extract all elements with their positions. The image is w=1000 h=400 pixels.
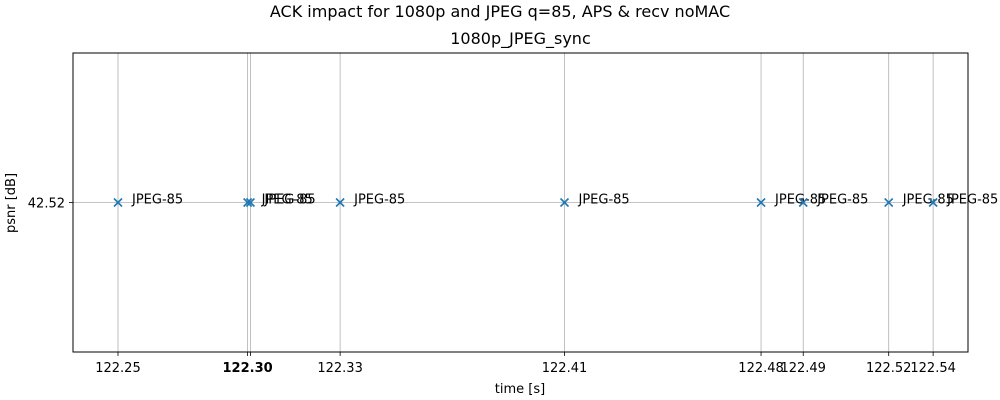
x-axis-label: time [s] — [495, 382, 545, 397]
chart-title: 1080p_JPEG_sync — [450, 29, 591, 48]
data-point-marker — [335, 197, 345, 208]
data-point-marker — [113, 197, 123, 208]
x-tick-label: 122.30 — [223, 361, 273, 376]
x-tick-label: 122.33 — [317, 361, 363, 376]
point-annotation: JPEG-85 — [816, 193, 868, 208]
point-annotation: JPEG-85 — [263, 193, 315, 208]
x-tick-label: 122.52 — [866, 361, 912, 376]
point-annotation: JPEG-85 — [902, 193, 954, 208]
point-annotation: JPEG-85 — [578, 193, 630, 208]
data-point-marker — [884, 197, 894, 208]
data-point-marker — [245, 197, 255, 208]
data-point-marker — [756, 197, 766, 208]
x-tick-label: 122.54 — [910, 361, 956, 376]
y-axis-ticks: 42.52 — [28, 197, 73, 212]
x-tick-label: 122.49 — [780, 361, 826, 376]
x-tick-label: 122.48 — [738, 361, 784, 376]
point-annotation: JPEG-85 — [946, 193, 998, 208]
y-tick-label: 42.52 — [28, 197, 65, 212]
x-tick-label: 122.41 — [542, 361, 588, 376]
point-annotation: JPEG-85 — [261, 193, 313, 208]
x-tick-label: 122.25 — [95, 361, 141, 376]
data-point-marker — [559, 197, 570, 208]
data-point-marker — [798, 197, 808, 208]
point-annotation: JPEG-85 — [131, 193, 183, 208]
plot-frame — [72, 52, 969, 353]
data-point-marker — [243, 197, 253, 208]
figure-suptitle: ACK impact for 1080p and JPEG q=85, APS … — [269, 2, 731, 21]
data-point-marker — [928, 197, 938, 208]
point-annotation: JPEG-85 — [353, 193, 405, 208]
y-axis-label: psnr [dB] — [4, 173, 19, 233]
